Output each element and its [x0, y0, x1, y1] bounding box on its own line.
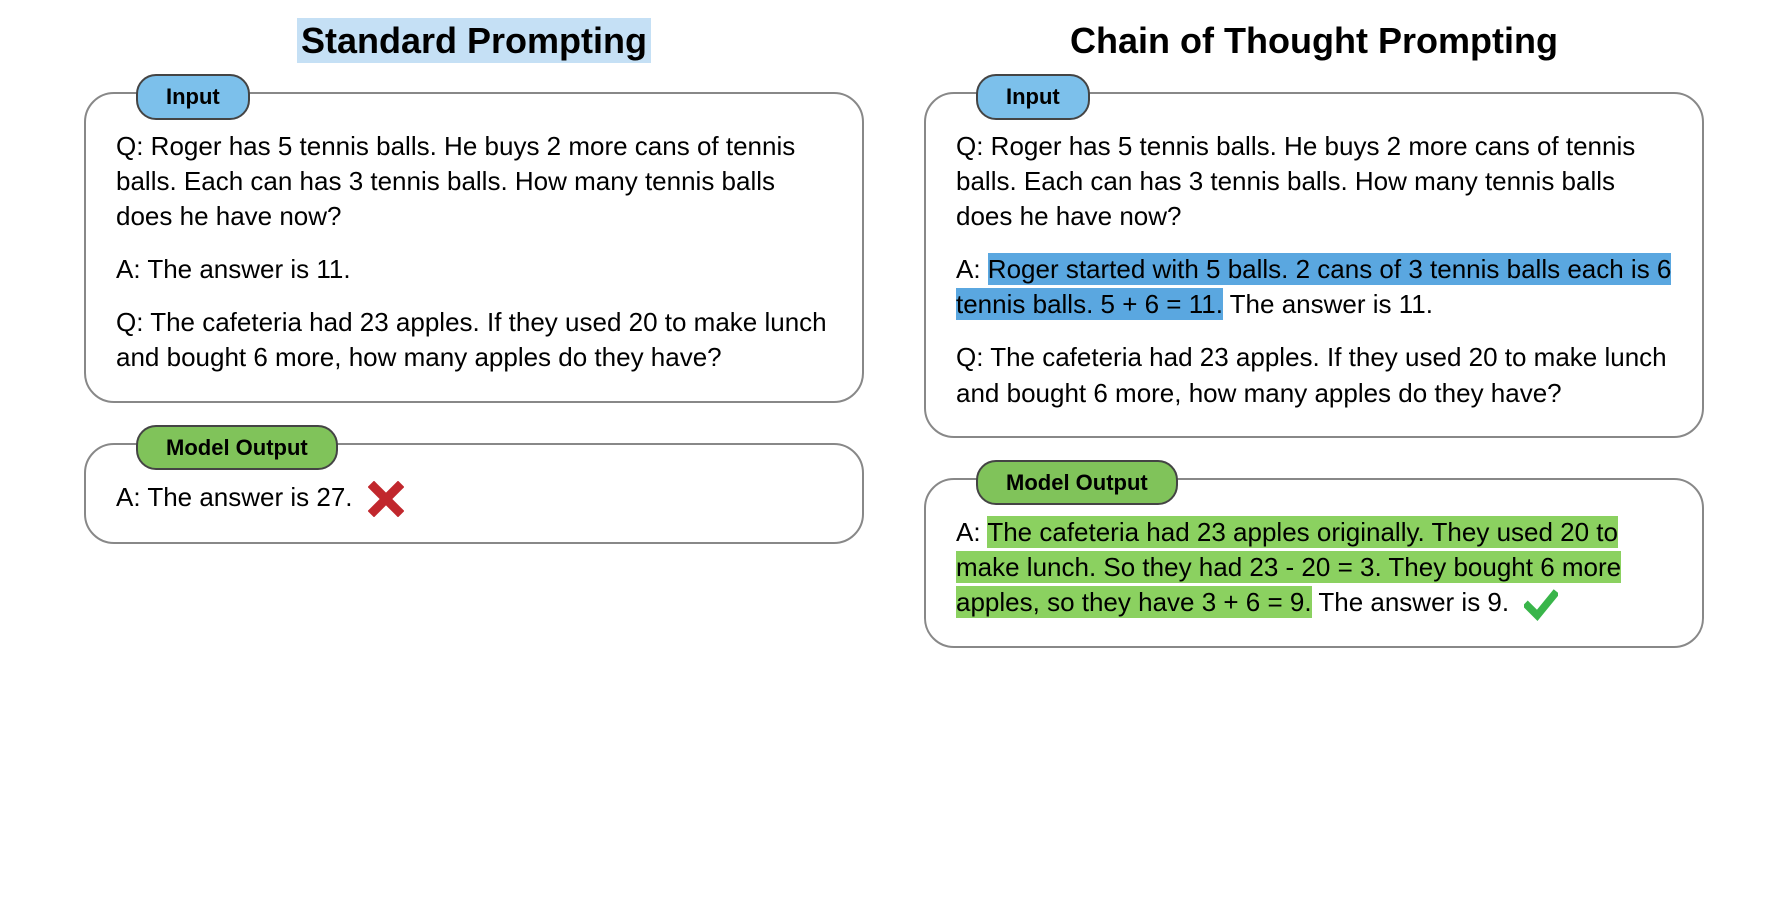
right-input-q1: Q: Roger has 5 tennis balls. He buys 2 m…	[956, 129, 1672, 234]
left-output-panel: Model Output A: The answer is 27.	[84, 443, 864, 544]
left-output-line: A: The answer is 27.	[116, 480, 832, 517]
comparison-container: Standard Prompting Input Q: Roger has 5 …	[40, 20, 1748, 688]
right-a1-prefix: A:	[956, 254, 988, 284]
check-icon	[1524, 587, 1558, 621]
right-output-suffix: The answer is 9.	[1312, 587, 1510, 617]
left-output-text: A: The answer is 27.	[116, 482, 353, 512]
right-input-label: Input	[976, 74, 1090, 120]
standard-prompting-column: Standard Prompting Input Q: Roger has 5 …	[84, 20, 864, 688]
left-output-label: Model Output	[136, 425, 338, 471]
right-output-prefix: A:	[956, 517, 987, 547]
left-input-q1: Q: Roger has 5 tennis balls. He buys 2 m…	[116, 129, 832, 234]
cot-prompting-column: Chain of Thought Prompting Input Q: Roge…	[924, 20, 1704, 688]
right-input-a1: A: Roger started with 5 balls. 2 cans of…	[956, 252, 1672, 322]
right-output-line: A: The cafeteria had 23 apples originall…	[956, 515, 1672, 621]
right-output-panel: Model Output A: The cafeteria had 23 app…	[924, 478, 1704, 648]
cross-icon	[368, 481, 404, 517]
left-input-label: Input	[136, 74, 250, 120]
left-title-text: Standard Prompting	[297, 18, 651, 63]
left-input-q2: Q: The cafeteria had 23 apples. If they …	[116, 305, 832, 375]
right-a1-suffix: The answer is 11.	[1223, 289, 1433, 319]
left-input-panel: Input Q: Roger has 5 tennis balls. He bu…	[84, 92, 864, 403]
left-input-a1: A: The answer is 11.	[116, 252, 832, 287]
right-output-reasoning-highlight: The cafeteria had 23 apples originally. …	[956, 516, 1621, 618]
right-input-q2: Q: The cafeteria had 23 apples. If they …	[956, 340, 1672, 410]
right-title-text: Chain of Thought Prompting	[1070, 20, 1558, 61]
left-title: Standard Prompting	[84, 20, 864, 62]
right-output-label: Model Output	[976, 460, 1178, 506]
right-input-panel: Input Q: Roger has 5 tennis balls. He bu…	[924, 92, 1704, 438]
right-title: Chain of Thought Prompting	[924, 20, 1704, 62]
